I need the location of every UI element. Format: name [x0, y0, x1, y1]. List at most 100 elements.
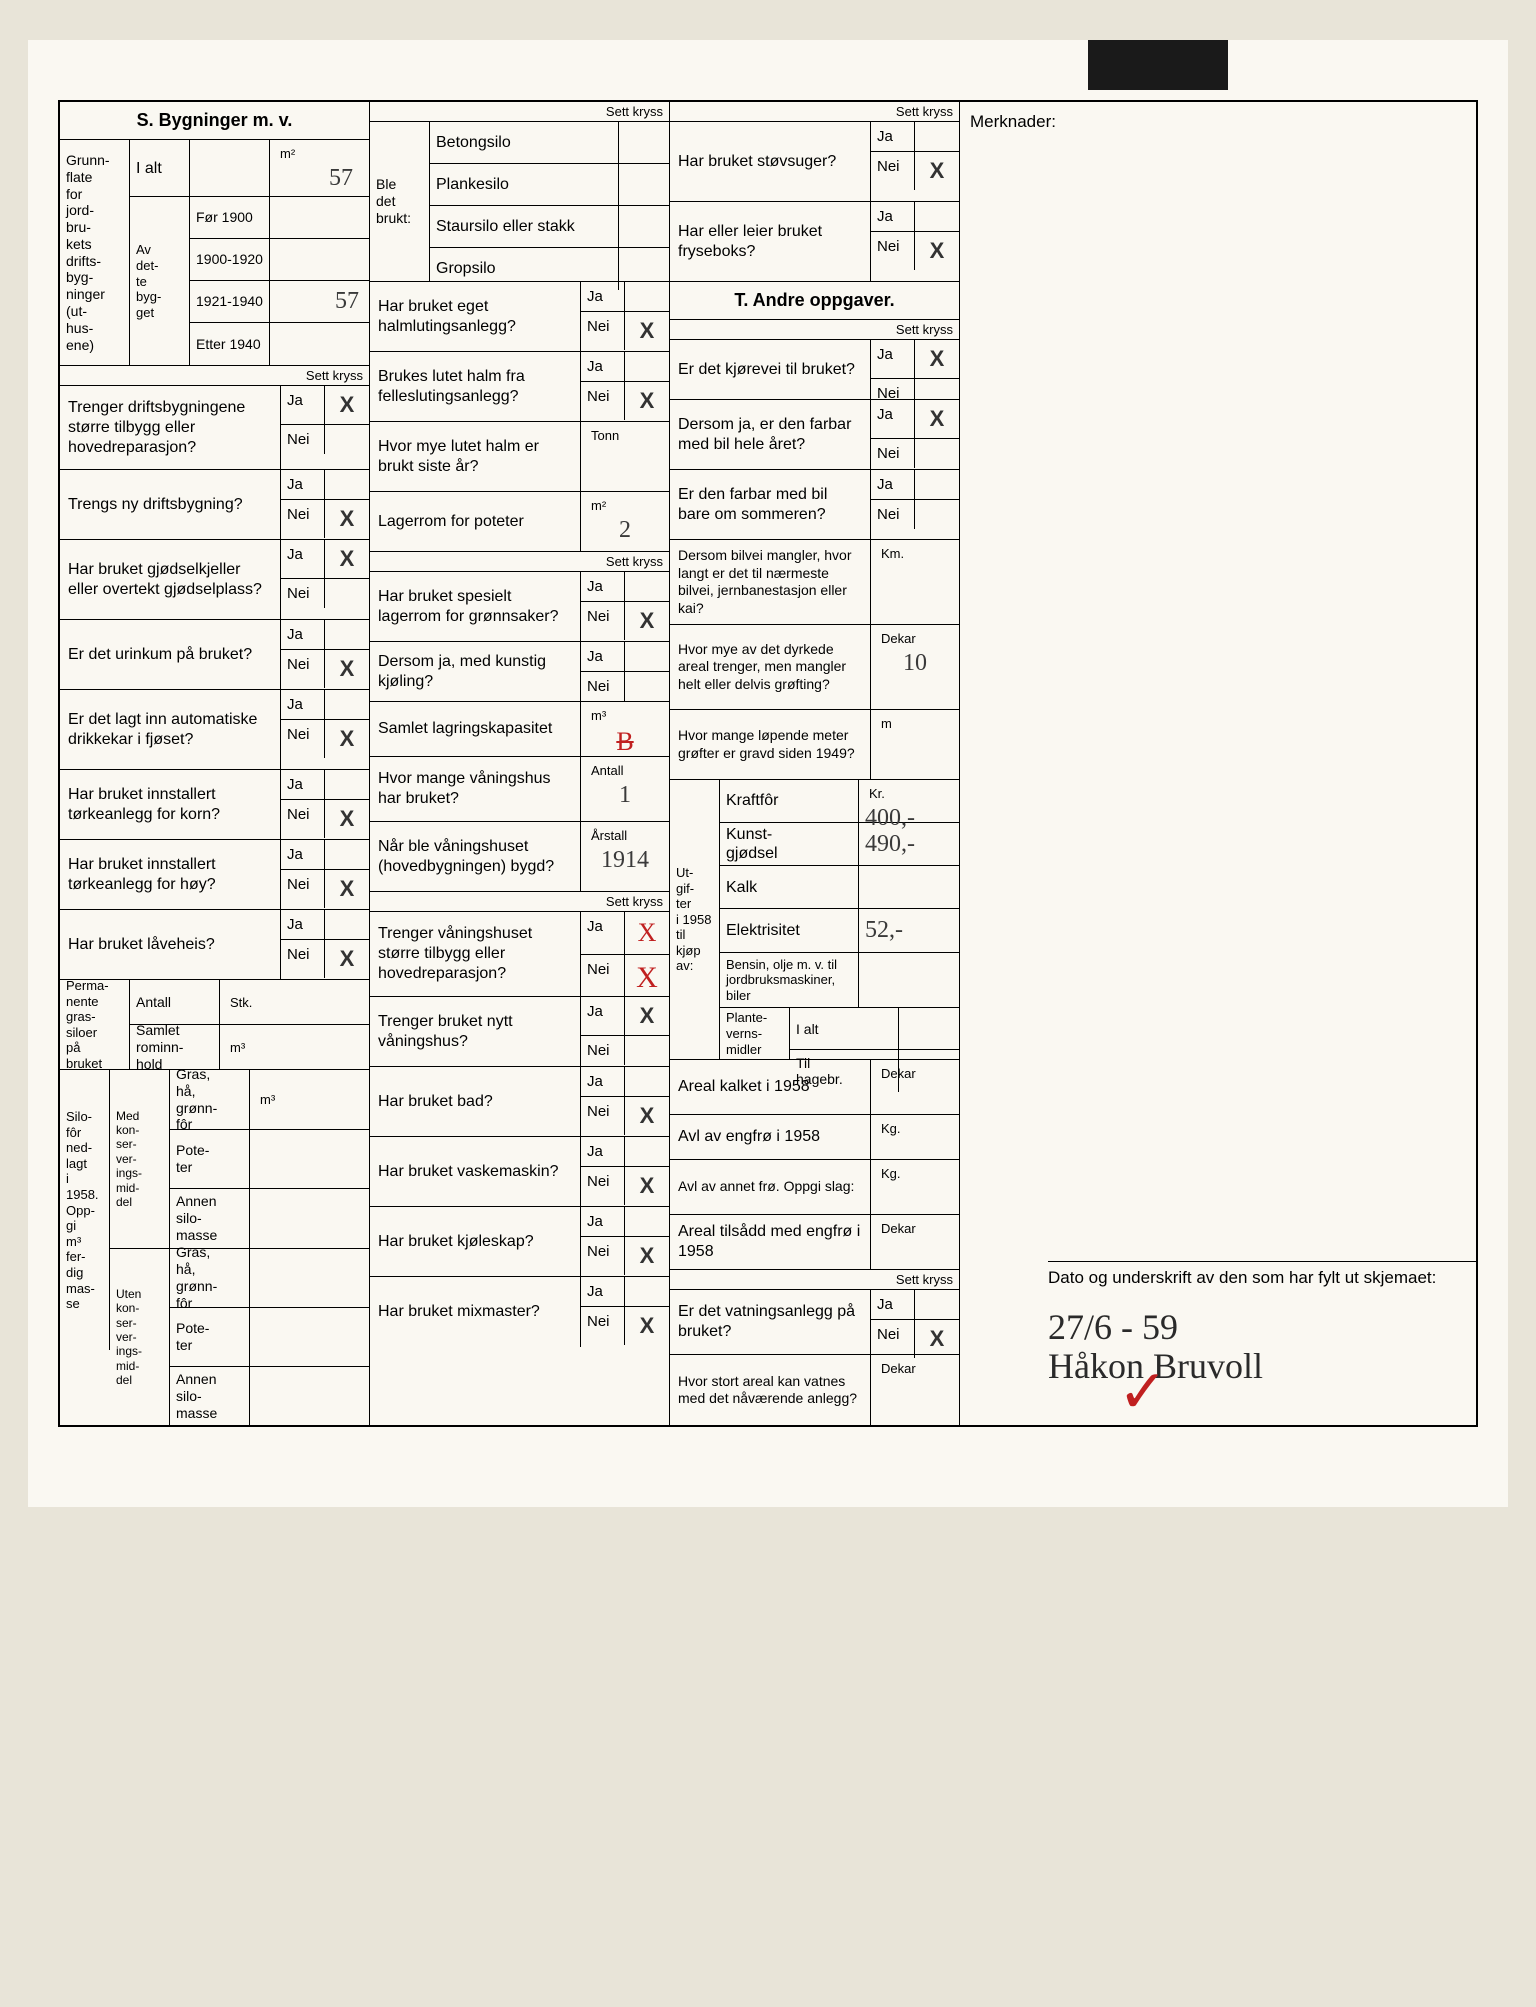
silo-2: Staursilo eller stakk — [430, 206, 619, 247]
q-bad: Har bruket bad? — [370, 1067, 581, 1136]
section-s-heading: S. Bygninger m. v. — [60, 102, 369, 140]
bensin: Bensin, olje m. v. til jordbruksmaskiner… — [720, 953, 859, 1008]
torke-hoy-nei: X — [325, 870, 369, 908]
sett-kryss-1: Sett kryss — [60, 366, 369, 386]
laveheis-nei: X — [325, 940, 369, 978]
form-table: S. Bygninger m. v. Grunn-flateforjord-br… — [58, 100, 1478, 1427]
poteter-1: Pote-ter — [170, 1130, 250, 1188]
m2-label: m² — [276, 144, 363, 164]
q-trenger-drifts: Trenger driftsbygningene større tilbygg … — [60, 386, 281, 469]
q-trengs-ny: Trengs ny driftsbygning? — [60, 470, 281, 539]
q-farbar-sommer: Er den farbar med bil bare om sommeren? — [670, 470, 871, 539]
q-torke-hoy: Har bruket innstallert tørkeanlegg for h… — [60, 840, 281, 909]
kjorevei-ja: X — [915, 340, 959, 378]
sett-kryss-3: Sett kryss — [370, 552, 669, 572]
urinkum-nei: X — [325, 650, 369, 688]
annen-1: Annensilo-masse — [170, 1189, 250, 1247]
q-fryseboks: Har eller leier bruket fryseboks? — [670, 202, 871, 281]
q-areal-kalket: Areal kalket i 1958 — [670, 1060, 871, 1114]
q-avl-annet: Avl av annet frø. Oppgi slag: — [670, 1160, 871, 1214]
gras-1: Gras,hå,grønn-fôr — [170, 1070, 250, 1128]
column-middle-2: Sett kryss Har bruket støvsuger? Ja NeiX… — [670, 102, 960, 1425]
q-gjodsel: Har bruket gjødselkjeller eller overtekt… — [60, 540, 281, 619]
period-2: 1921-1940 — [190, 281, 270, 322]
samlet-val: B — [616, 726, 633, 757]
gjodsel-ja: X — [325, 540, 369, 578]
silo-0: Betongsilo — [430, 122, 619, 163]
elektr: Elektrisitet — [720, 909, 859, 951]
nytt-vaning-ja: X — [625, 997, 669, 1035]
q-kjorevei: Er det kjørevei til bruket? — [670, 340, 871, 399]
trenger-vaning-ja: X — [625, 912, 669, 954]
red-checkmark-icon: ✓ — [1118, 1357, 1168, 1427]
period-0: Før 1900 — [190, 197, 270, 238]
q-vaskemaskin: Har bruket vaskemaskin? — [370, 1137, 581, 1206]
period-1921-val: 57 — [270, 281, 369, 322]
silo-1: Plankesilo — [430, 164, 619, 205]
q-hvor-stort: Hvor stort areal kan vatnes med det nåvæ… — [670, 1355, 871, 1425]
sett-kryss-4: Sett kryss — [370, 892, 669, 912]
grunnflate-label: Grunn-flateforjord-bru-ketsdrifts-byg-ni… — [60, 140, 130, 365]
vatning-nei: X — [915, 1320, 959, 1358]
ialt-value: 57 — [276, 164, 363, 193]
uten-konsv: Utenkon-ser-ver-ings-mid-del — [110, 1249, 170, 1426]
signature-area: Dato og underskrift av den som har fylt … — [1048, 1261, 1478, 1387]
section-t-heading: T. Andre oppgaver. — [670, 282, 959, 320]
column-s-left: S. Bygninger m. v. Grunn-flateforjord-br… — [60, 102, 370, 1425]
q-urinkum: Er det urinkum på bruket? — [60, 620, 281, 689]
med-konsv: Medkon-ser-ver-ings-mid-del — [110, 1070, 170, 1247]
sett-kryss-7: Sett kryss — [670, 1270, 959, 1290]
q-halmluting: Har bruket eget halmlutingsanlegg? — [370, 282, 581, 351]
ja-label: Ja — [281, 386, 325, 424]
period-3: Etter 1940 — [190, 323, 270, 365]
annen-2: Annensilo-masse — [170, 1367, 250, 1425]
q-vaningshus: Hvor mange våningshus har bruket? — [370, 757, 581, 821]
q-bilvei-mangler: Dersom bilvei mangler, hvor langt er det… — [670, 540, 871, 624]
silofor-label: Silo-fôrned-lagti1958.Opp-gim³fer-digmas… — [60, 1070, 110, 1350]
vaningshus-val: 1 — [619, 781, 631, 810]
q-grofting: Hvor mye av det dyrkede areal trenger, m… — [670, 625, 871, 709]
q-nar-bygd: Når ble våningshuset (hovedbygningen) by… — [370, 822, 581, 891]
q-auto-drikke: Er det lagt inn automatiske drikkekar i … — [60, 690, 281, 769]
column-merknader: Merknader: — [960, 102, 1476, 1425]
halmluting-nei: X — [625, 312, 669, 350]
trenger-vaning-nei: X — [625, 955, 669, 1001]
perm-gras-label: Perma-nentegras-siloerpåbruket — [60, 980, 130, 1069]
q-lager-potet: Lagerrom for poteter — [370, 492, 581, 551]
mixmaster-nei: X — [625, 1307, 669, 1345]
arstall-val: 1914 — [601, 846, 649, 875]
gras-2: Gras,hå,grønn-fôr — [170, 1249, 250, 1307]
q-lutet-halm: Brukes lutet halm fra felleslutingsanleg… — [370, 352, 581, 421]
vaskemaskin-nei: X — [625, 1167, 669, 1205]
q-farbar-hele: Dersom ja, er den farbar med bil hele år… — [670, 400, 871, 469]
q-kunstig-kjol: Dersom ja, med kunstig kjøling? — [370, 642, 581, 701]
lager-gronn-nei: X — [625, 602, 669, 640]
kjoleskap-nei: X — [625, 1237, 669, 1275]
kalk: Kalk — [720, 866, 859, 908]
q-areal-engfro: Areal tilsådd med engfrø i 1958 — [670, 1215, 871, 1269]
form-page: S. Bygninger m. v. Grunn-flateforjord-br… — [28, 40, 1508, 1507]
stovsuger-nei: X — [915, 152, 959, 190]
grofting-val: 10 — [903, 649, 927, 678]
ialt-label: I alt — [130, 140, 190, 196]
elektr-val: 52,- — [859, 909, 959, 951]
antall-label: Antall — [130, 980, 220, 1024]
sett-kryss-6: Sett kryss — [670, 320, 959, 340]
trenger-drifts-ja: X — [325, 386, 369, 424]
period-1: 1900-1920 — [190, 239, 270, 280]
q-samlet-lagring: Samlet lagringskapasitet — [370, 702, 581, 756]
bad-nei: X — [625, 1097, 669, 1135]
q-hvor-mye-lutet: Hvor mye lutet halm er brukt siste år? — [370, 422, 581, 491]
poteter-2: Pote-ter — [170, 1308, 250, 1366]
fryseboks-nei: X — [915, 232, 959, 270]
nei-label: Nei — [281, 425, 325, 454]
signature-name: Håkon Bruvoll — [1048, 1347, 1478, 1387]
farbar-hele-ja: X — [915, 400, 959, 438]
merknader-label: Merknader: — [960, 102, 1476, 142]
kunstgjodsel: Kunst-gjødsel — [720, 823, 859, 865]
lutet-halm-nei: X — [625, 382, 669, 420]
kunstgjodsel-val: 490,- — [859, 823, 959, 865]
q-kjoleskap: Har bruket kjøleskap? — [370, 1207, 581, 1276]
column-middle-1: Sett kryss Bledetbrukt: Betongsilo Plank… — [370, 102, 670, 1425]
sett-kryss-5: Sett kryss — [670, 102, 959, 122]
